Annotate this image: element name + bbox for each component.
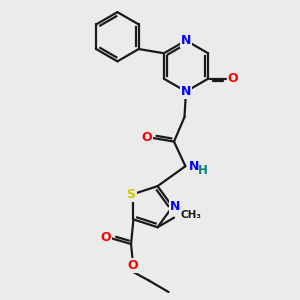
- Text: N: N: [170, 200, 180, 213]
- Text: S: S: [127, 188, 136, 200]
- Text: N: N: [189, 160, 199, 173]
- Text: O: O: [141, 131, 152, 144]
- Text: H: H: [198, 164, 208, 177]
- Text: N: N: [181, 85, 191, 98]
- Text: O: O: [228, 72, 238, 85]
- Text: CH₃: CH₃: [180, 210, 201, 220]
- Text: N: N: [181, 34, 191, 47]
- Text: O: O: [100, 231, 111, 244]
- Text: O: O: [127, 259, 138, 272]
